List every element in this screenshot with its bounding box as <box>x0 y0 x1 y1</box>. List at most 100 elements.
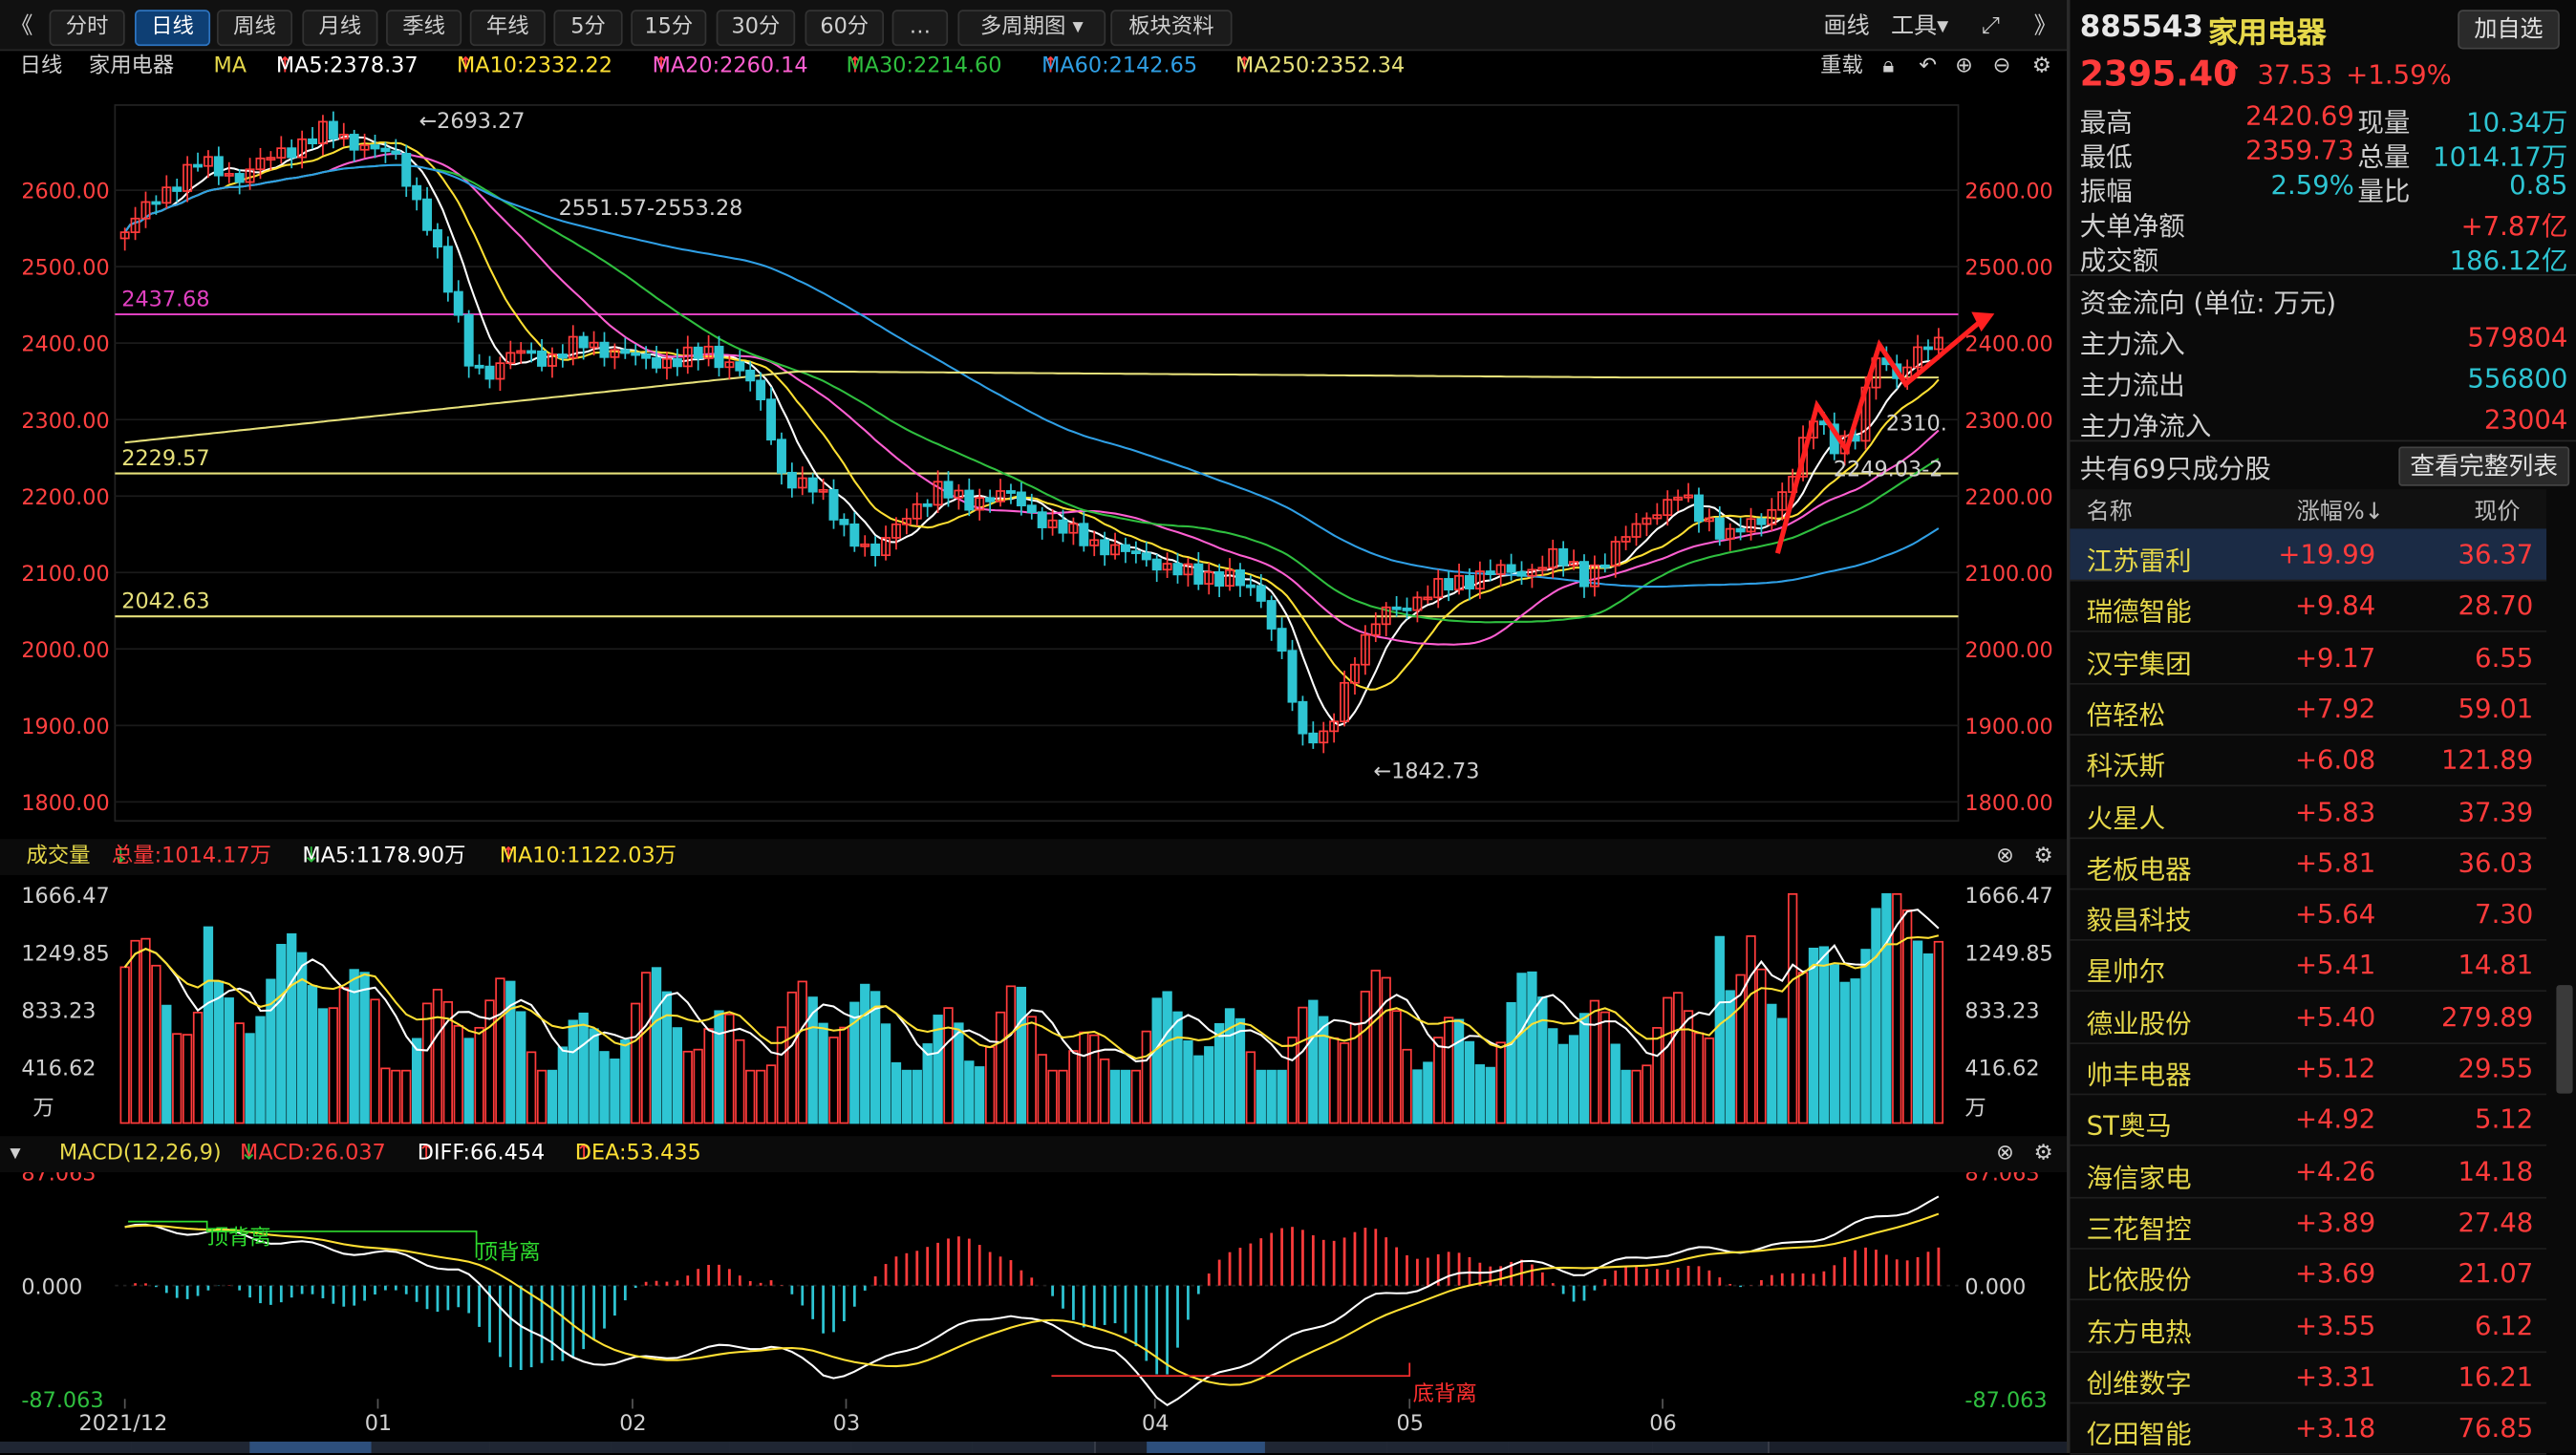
volume-chart[interactable]: 1666.47 1666.47 1249.85 1249.85 833.23 833.23… <box>0 875 2067 1129</box>
stock-row[interactable]: 老板电器 +5.81 36.03 <box>2070 837 2547 890</box>
collapse-icon[interactable]: ▾ <box>10 1141 21 1166</box>
indicator-tab[interactable] <box>0 1441 134 1453</box>
collapse-left-icon[interactable]: 《 <box>10 12 33 40</box>
price-tick-left: 2000.00 <box>21 638 109 663</box>
tools-dropdown[interactable]: 工具▾ <box>1891 10 1948 42</box>
tab-30min[interactable]: 30分 <box>716 10 796 47</box>
stock-row[interactable]: ST奥马 +4.92 5.12 <box>2070 1094 2547 1147</box>
multi-period-dropdown[interactable]: 多周期图 ▾ <box>957 10 1106 47</box>
candle-down <box>745 369 756 382</box>
tab-monthly[interactable]: 月线 <box>302 10 378 47</box>
tab-yearly[interactable]: 年线 <box>469 10 546 47</box>
add-watchlist-button[interactable]: 加自选 <box>2458 10 2560 50</box>
volume-bar-up <box>776 1026 787 1124</box>
candle-up <box>1652 514 1663 520</box>
stock-row[interactable]: 创维数字 +3.31 16.21 <box>2070 1351 2547 1404</box>
stock-row[interactable]: 科沃斯 +6.08 121.89 <box>2070 735 2547 787</box>
volume-title[interactable]: 成交量 <box>26 844 91 869</box>
zoom-in-icon[interactable]: ⊕ <box>1955 53 1973 79</box>
stock-row[interactable]: 三花智控 +3.89 27.48 <box>2070 1197 2547 1250</box>
draw-line-button[interactable]: 画线 <box>1823 12 1870 40</box>
indicator-tab[interactable] <box>1264 1441 1388 1453</box>
sector-info-button[interactable]: 板块资料 <box>1110 10 1233 47</box>
dea-line <box>124 1212 1940 1386</box>
candle-down <box>1922 346 1933 351</box>
candle-down <box>370 144 380 150</box>
volume-bar-up <box>1058 1069 1068 1124</box>
stock-row[interactable]: 瑞德智能 +9.84 28.70 <box>2070 580 2547 633</box>
volume-bar-up <box>1797 972 1809 1124</box>
indicator-tab[interactable] <box>1652 1441 1770 1453</box>
fullscreen-icon[interactable]: ⤢ <box>1981 12 2000 40</box>
volume-bar-up <box>1433 1037 1444 1124</box>
candlestick-chart[interactable]: 2437.68 2229.57 2042.63 ←2693.27 2551.57-25… <box>0 85 2067 837</box>
stock-row[interactable]: 毅昌科技 +5.64 7.30 <box>2070 888 2547 941</box>
indicator-tab-active[interactable] <box>249 1441 374 1453</box>
column-price[interactable]: 现价 <box>2474 499 2521 525</box>
indicator-tab-active[interactable] <box>1147 1441 1267 1453</box>
column-name[interactable]: 名称 <box>2086 499 2133 525</box>
tab-quarterly[interactable]: 季线 <box>386 10 462 47</box>
settings-gear-icon[interactable]: ⚙ <box>2031 53 2051 79</box>
full-list-button[interactable]: 查看完整列表 <box>2398 446 2570 486</box>
stock-change-pct: +3.89 <box>2294 1206 2376 1238</box>
macd-tick-left: -87.063 <box>21 1388 103 1413</box>
indicator-tab[interactable] <box>131 1441 252 1453</box>
tab-5min[interactable]: 5分 <box>553 10 623 47</box>
indicator-tab[interactable] <box>850 1441 975 1453</box>
stock-row[interactable]: 东方电热 +3.55 6.12 <box>2070 1299 2547 1353</box>
zoom-out-icon[interactable]: ⊖ <box>1992 53 2011 79</box>
volume-bar-up <box>234 1022 245 1124</box>
volume-bar-up <box>1298 1006 1308 1124</box>
stock-price: 36.37 <box>2458 538 2534 570</box>
stock-row[interactable]: 江苏雷利 +19.99 36.37 <box>2070 528 2547 582</box>
column-change-pct[interactable]: 涨幅%↓ <box>2296 499 2384 525</box>
volume-ma10-line <box>123 934 1940 1060</box>
indicator-tab[interactable] <box>729 1441 853 1453</box>
volume-bar-down <box>1714 935 1725 1124</box>
settings-gear-icon[interactable]: ⚙ <box>2033 1141 2053 1166</box>
more-periods-button[interactable]: … <box>891 10 949 47</box>
expand-right-icon[interactable]: 》 <box>2033 12 2057 40</box>
scrollbar-thumb[interactable] <box>2556 985 2573 1094</box>
volume-bar-down <box>1162 991 1172 1124</box>
stock-row[interactable]: 德业股份 +5.40 279.89 <box>2070 991 2547 1044</box>
stock-row[interactable]: 火星人 +5.83 37.39 <box>2070 785 2547 839</box>
volume-bar-up <box>1756 968 1767 1124</box>
indicator-tab[interactable] <box>371 1441 492 1453</box>
ma-indicator-label[interactable]: MA <box>213 53 247 79</box>
indicator-tab[interactable] <box>1508 1441 1655 1453</box>
rehab-button[interactable]: 重载 <box>1820 53 1863 79</box>
candle-up <box>1631 523 1642 538</box>
stock-row[interactable]: 星帅尔 +5.41 14.81 <box>2070 940 2547 993</box>
lock-icon[interactable]: 🔒︎ <box>1882 53 1895 79</box>
candle-up <box>1777 491 1788 511</box>
volume-bar-up <box>640 972 652 1124</box>
tab-daily[interactable]: 日线 <box>134 10 211 47</box>
trend-drawing[interactable] <box>1774 312 1990 554</box>
volume-bar-up <box>735 1038 745 1124</box>
candle-down <box>1287 650 1298 703</box>
candle-up <box>797 477 807 489</box>
stock-row[interactable]: 倍轻松 +7.92 59.01 <box>2070 683 2547 736</box>
indicator-tab[interactable] <box>972 1441 1096 1453</box>
undo-icon[interactable]: ↶ <box>1919 53 1938 79</box>
stock-row[interactable]: 海信家电 +4.26 14.18 <box>2070 1145 2547 1198</box>
arrow-up-icon: ↑ <box>2219 57 2244 93</box>
tab-15min[interactable]: 15分 <box>631 10 707 47</box>
close-icon[interactable]: ⊗ <box>1996 1141 2014 1166</box>
macd-title[interactable]: MACD(12,26,9) <box>58 1141 222 1166</box>
stock-row[interactable]: 亿田智能 +3.18 76.85 <box>2070 1402 2547 1455</box>
stock-row[interactable]: 帅丰电器 +5.12 29.55 <box>2070 1042 2547 1096</box>
tab-60min[interactable]: 60分 <box>805 10 885 47</box>
stock-row[interactable]: 比依股份 +3.69 21.07 <box>2070 1248 2547 1301</box>
stock-row[interactable]: 汉宇集团 +9.17 6.55 <box>2070 631 2547 684</box>
indicator-tab[interactable] <box>1386 1441 1511 1453</box>
tab-weekly[interactable]: 周线 <box>216 10 293 47</box>
close-icon[interactable]: ⊗ <box>1996 844 2014 869</box>
settings-gear-icon[interactable]: ⚙ <box>2033 844 2053 869</box>
tab-minute[interactable]: 分时 <box>49 10 125 47</box>
indicator-tab[interactable] <box>489 1441 613 1453</box>
indicator-tab[interactable] <box>611 1441 732 1453</box>
